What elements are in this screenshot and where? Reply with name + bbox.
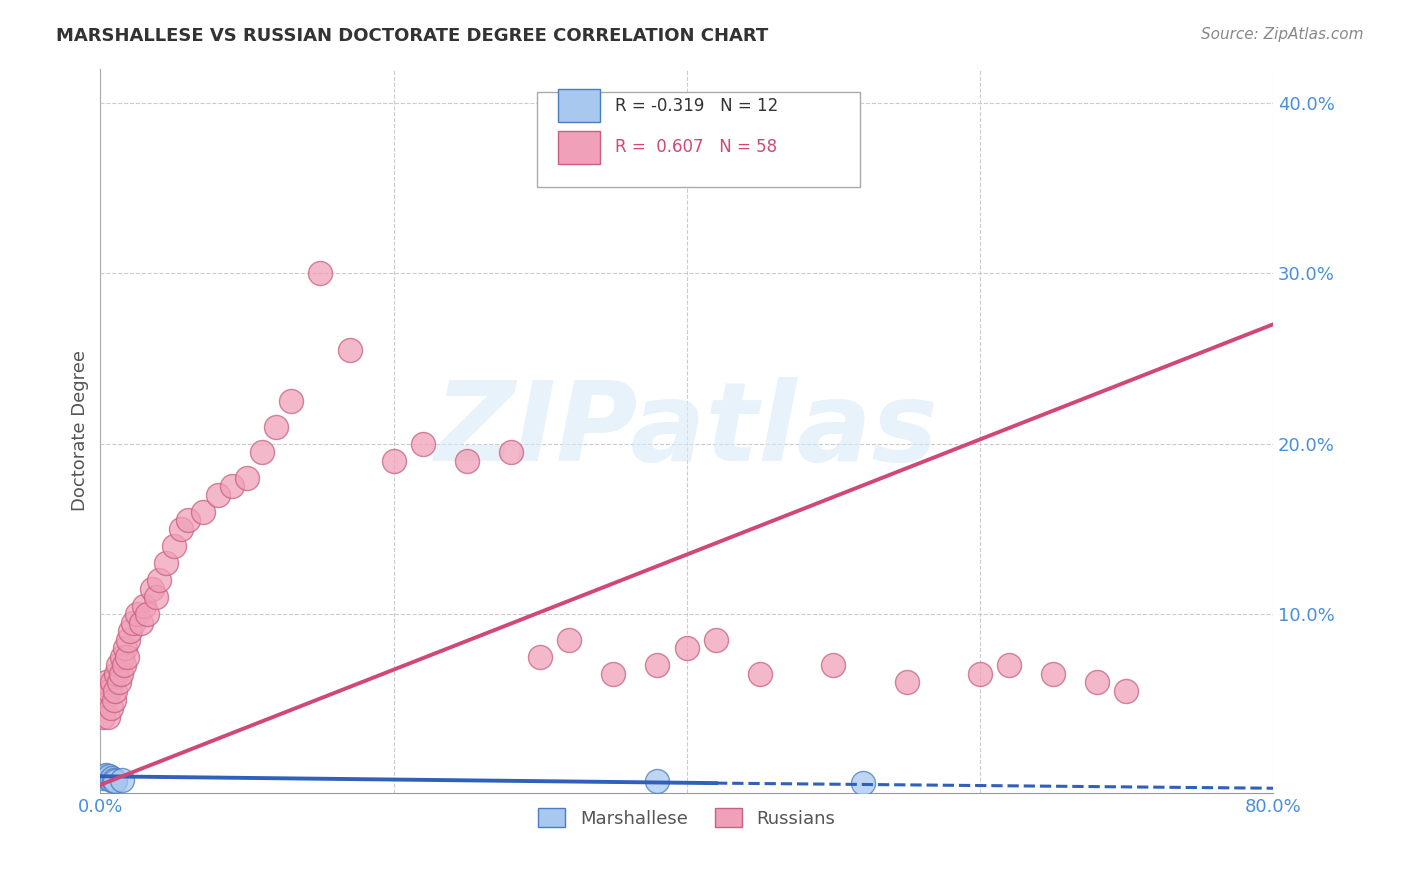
Point [121,615,143,630]
Point [749,667,772,681]
Point [117,632,139,647]
Point [136,607,159,622]
Text: MARSHALLESE VS RUSSIAN DOCTORATE DEGREE CORRELATION CHART: MARSHALLESE VS RUSSIAN DOCTORATE DEGREE … [56,27,769,45]
Point [115,649,138,664]
FancyBboxPatch shape [558,89,600,122]
Point [704,632,727,647]
Point [104,774,127,789]
Point [112,658,135,673]
Point [125,607,148,622]
Point [170,522,193,536]
Point [118,624,141,639]
Point [91,771,114,785]
Point [94,769,117,783]
Legend: Marshallese, Russians: Marshallese, Russians [531,801,842,835]
Point [104,684,127,698]
Point [602,667,624,681]
Point [148,573,170,587]
Point [141,582,163,596]
Point [969,667,991,681]
Point [221,479,243,493]
Point [103,772,125,787]
Point [134,599,156,613]
Point [236,471,259,485]
Point [499,445,522,459]
Point [647,658,669,673]
Point [96,767,118,781]
Point [107,658,129,673]
Point [177,513,200,527]
Point [647,774,669,789]
Point [110,667,132,681]
Point [191,505,214,519]
Point [131,615,153,630]
Point [339,343,361,357]
Point [96,675,118,690]
Point [97,771,120,785]
Point [382,454,405,468]
Point [163,539,186,553]
Point [155,556,177,570]
Point [145,591,167,605]
Point [97,709,120,723]
Point [108,675,131,690]
Point [456,454,478,468]
Point [101,771,124,785]
FancyBboxPatch shape [558,131,600,164]
Point [98,684,121,698]
Point [111,772,134,787]
Point [896,675,918,690]
Point [675,641,697,656]
Point [250,445,273,459]
Point [100,701,122,715]
Point [280,394,302,409]
Point [111,649,134,664]
Point [98,769,121,783]
Point [207,488,229,502]
Point [114,641,136,656]
Point [264,419,287,434]
Point [100,772,122,787]
Point [103,692,125,706]
Point [998,658,1021,673]
Point [1085,675,1108,690]
Point [558,632,581,647]
Point [1115,684,1137,698]
Point [852,776,875,790]
Y-axis label: Doctorate Degree: Doctorate Degree [72,351,89,511]
Text: R =  0.607   N = 58: R = 0.607 N = 58 [616,138,778,156]
Text: Source: ZipAtlas.com: Source: ZipAtlas.com [1201,27,1364,42]
Point [94,692,117,706]
Point [105,667,128,681]
Point [309,266,332,280]
Point [823,658,845,673]
Text: R = -0.319   N = 12: R = -0.319 N = 12 [616,96,779,115]
Point [1042,667,1064,681]
Point [101,675,124,690]
Point [91,709,114,723]
Point [529,649,551,664]
Point [412,436,434,450]
Text: ZIPatlas: ZIPatlas [434,377,939,484]
FancyBboxPatch shape [537,92,860,186]
